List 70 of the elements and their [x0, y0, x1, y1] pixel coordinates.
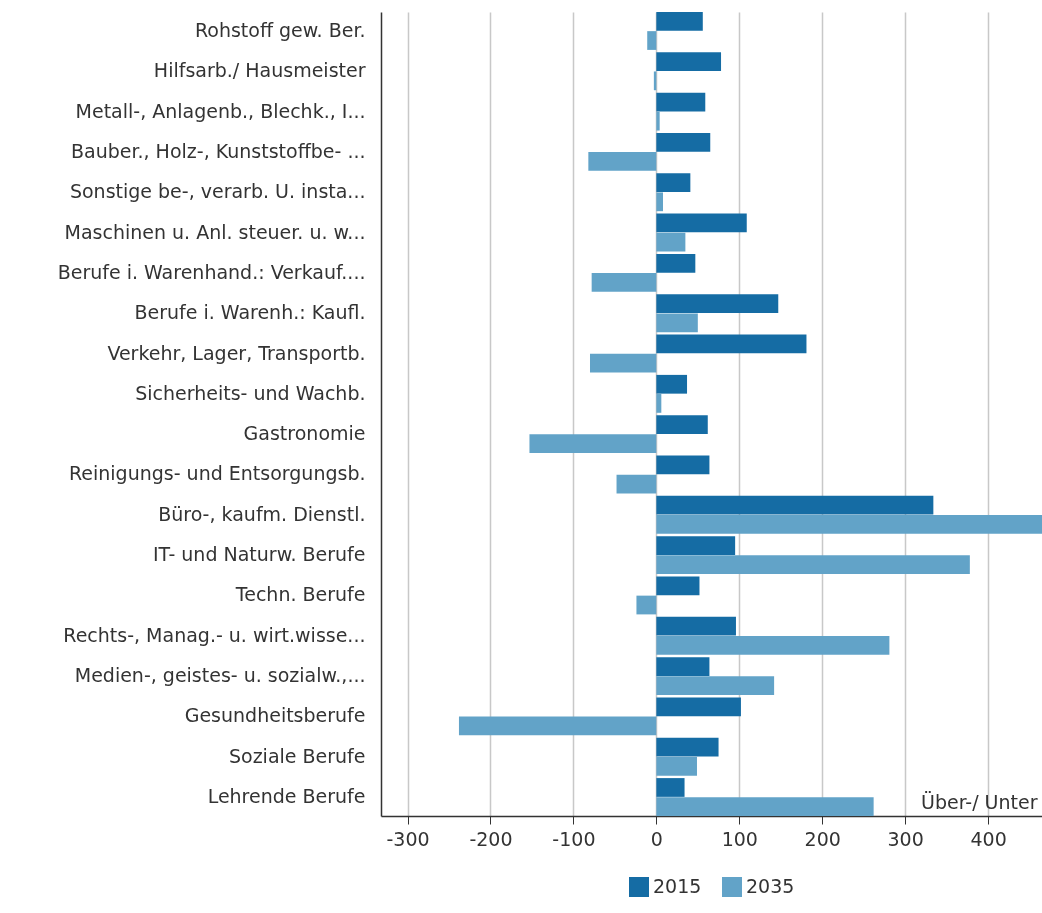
bar — [656, 294, 779, 314]
bar — [656, 213, 747, 233]
bar — [656, 52, 722, 72]
bar — [656, 756, 697, 776]
y-tick-label: Berufe i. Warenh.: Kaufl. — [134, 301, 366, 324]
y-tick-label: Sicherheits- und Wachb. — [135, 381, 366, 404]
bar — [656, 657, 710, 676]
bar — [647, 31, 657, 50]
x-tick-label: -100 — [552, 827, 596, 850]
bar — [656, 697, 741, 717]
bar — [656, 111, 660, 131]
bar — [656, 555, 970, 575]
bar — [656, 616, 736, 636]
bar — [656, 192, 663, 212]
bar — [616, 474, 657, 494]
y-tick-label: Soziale Berufe — [228, 744, 366, 767]
bar — [656, 576, 700, 596]
y-tick-label: Lehrende Berufe — [207, 785, 366, 808]
y-tick-label: Hilfsarb./ Hausmeister — [153, 59, 366, 82]
bar — [656, 635, 890, 655]
bar — [636, 595, 657, 615]
bar — [656, 334, 807, 354]
bar — [656, 514, 1042, 534]
y-tick-label: Metall-, Anlagenb., Blechk., I... — [75, 99, 366, 122]
y-tick-label: IT- und Naturw. Berufe — [152, 543, 366, 566]
bar — [656, 737, 719, 757]
bar — [656, 495, 934, 515]
bar — [458, 716, 657, 736]
bar — [656, 173, 691, 193]
y-tick-label: Sonstige be-, verarb. U. insta... — [69, 180, 366, 203]
x-tick-label: 100 — [721, 827, 758, 850]
bar — [656, 778, 685, 797]
bar — [656, 797, 874, 816]
y-tick-label: Reinigungs- und Entsorgungsb. — [68, 462, 366, 485]
x-tick-label: 400 — [970, 827, 1007, 850]
y-tick-label: Rechts-, Manag.- u. wirt.wisse... — [63, 623, 366, 646]
legend-label: 2015 — [653, 875, 702, 897]
x-tick-label: -300 — [386, 827, 430, 850]
bar — [656, 394, 662, 413]
bar — [588, 152, 657, 171]
y-tick-label: Medien-, geistes- u. sozialw.,... — [74, 664, 366, 687]
y-tick-label: Rohstoff gew. Ber. — [194, 18, 366, 41]
bar — [656, 313, 698, 333]
y-tick-label: Gastronomie — [243, 422, 366, 445]
bar — [656, 132, 711, 152]
bar — [656, 455, 710, 475]
y-tick-label: Bauber., Holz-, Kunststoffbe- ... — [70, 139, 366, 162]
bar — [590, 353, 657, 373]
bar — [656, 12, 703, 31]
y-tick-label: Techn. Berufe — [234, 583, 366, 606]
bar — [656, 232, 686, 252]
bar — [529, 434, 657, 454]
bar — [656, 536, 736, 555]
x-tick-label: 300 — [887, 827, 924, 850]
bar — [656, 415, 708, 434]
bar — [656, 253, 696, 273]
x-tick-label: 0 — [650, 827, 663, 850]
y-tick-label: Berufe i. Warenhand.: Verkauf.... — [57, 260, 366, 283]
y-tick-label: Maschinen u. Anl. steuer. u. w... — [64, 220, 366, 243]
bar — [656, 676, 775, 696]
bar — [656, 92, 706, 112]
bar — [591, 273, 657, 292]
bar — [656, 374, 688, 394]
legend-label: 2035 — [746, 875, 795, 897]
y-tick-label: Büro-, kaufm. Dienstl. — [158, 502, 366, 525]
x-tick-label: 200 — [804, 827, 841, 850]
y-tick-label: Verkehr, Lager, Transportb. — [107, 341, 366, 364]
x-axis-title: Über-/ Unter — [921, 790, 1038, 813]
y-tick-label: Gesundheitsberufe — [184, 704, 366, 727]
x-tick-label: -200 — [469, 827, 513, 850]
